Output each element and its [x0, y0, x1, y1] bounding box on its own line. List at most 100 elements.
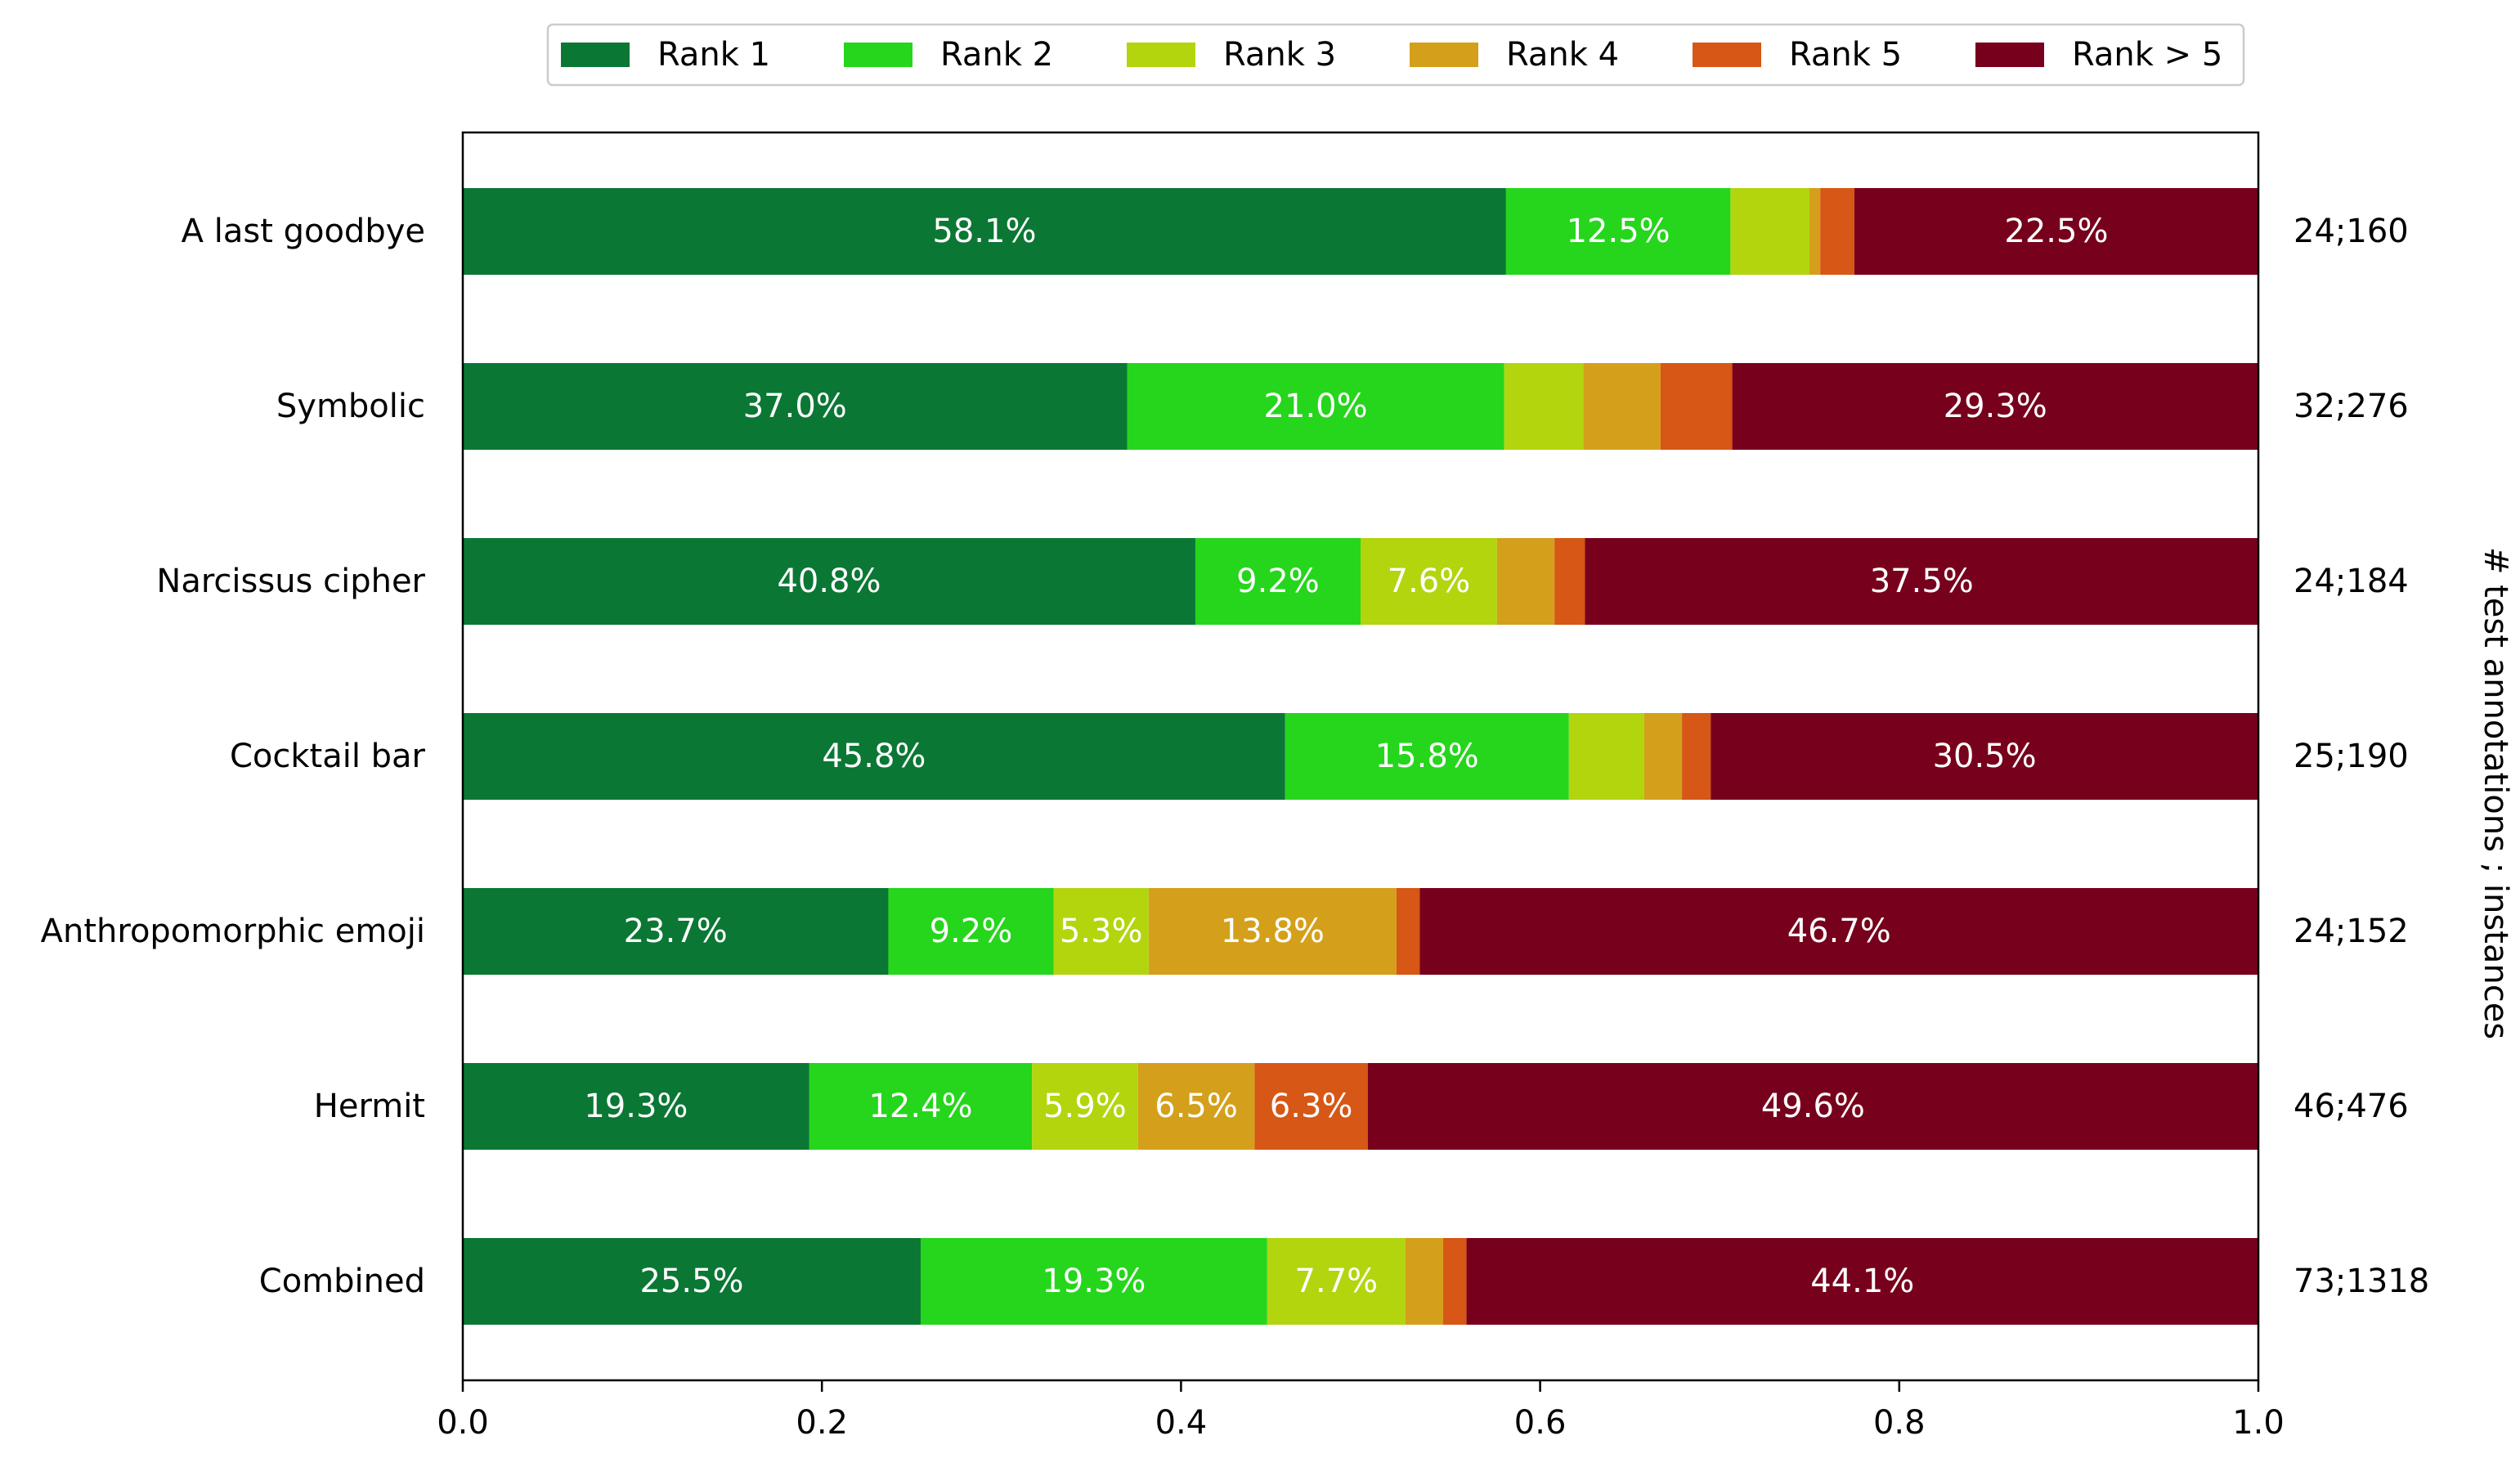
segment-label: 7.7% — [1295, 1263, 1379, 1300]
segment-label: 49.6% — [1761, 1088, 1865, 1125]
segment-label: 6.5% — [1155, 1088, 1238, 1125]
legend: Rank 1 Rank 2 Rank 3 Rank 4 Rank 5 Rank > 5 — [546, 23, 2245, 87]
bar-segment-1-1 — [463, 188, 1506, 275]
segment-label: 25.5% — [639, 1263, 743, 1300]
bar-segment-2-5 — [888, 888, 1054, 975]
bar-segment-5-3 — [1554, 538, 1585, 625]
segment-label: 29.3% — [1944, 388, 2047, 425]
segment-label: 37.5% — [1870, 563, 1974, 600]
bar-segment-2-3 — [1195, 538, 1361, 625]
bar-segment-5-2 — [1660, 363, 1733, 450]
category-label: A last goodbye — [182, 213, 425, 250]
bars — [463, 188, 2258, 1325]
right-label: 32;276 — [2294, 388, 2409, 425]
bar-segment-5-6 — [1254, 1063, 1368, 1150]
bar-segment-4-6 — [1137, 1063, 1255, 1150]
bar-segment-6-4 — [1711, 713, 2258, 800]
segment-label: 15.8% — [1375, 738, 1479, 775]
segment-label: 44.1% — [1810, 1263, 1914, 1300]
segment-label: 58.1% — [932, 213, 1036, 250]
bar-segment-3-3 — [1361, 538, 1497, 625]
segment-label: 45.8% — [822, 738, 926, 775]
bar-segment-4-7 — [1405, 1238, 1444, 1325]
bar-segment-5-5 — [1396, 888, 1420, 975]
segment-label: 23.7% — [624, 913, 728, 950]
legend-label: Rank 3 — [1223, 36, 1336, 74]
category-label: Narcissus cipher — [156, 563, 425, 600]
bar-segment-3-2 — [1504, 363, 1584, 450]
bar-segment-5-7 — [1443, 1238, 1467, 1325]
legend-swatch — [1127, 43, 1195, 67]
x-tick-label: 0.0 — [437, 1404, 489, 1442]
bar-segment-6-1 — [1854, 188, 2258, 275]
bar-segment-1-5 — [463, 888, 889, 975]
right-label: 25;190 — [2294, 738, 2409, 775]
bar-segment-3-4 — [1568, 713, 1644, 800]
legend-label: Rank 5 — [1789, 36, 1902, 74]
bar-segment-2-6 — [809, 1063, 1033, 1150]
right-labels: 24;160 32;276 24;184 25;190 24;152 46;476 73;1… — [2294, 213, 2429, 1300]
segment-label: 40.8% — [777, 563, 881, 600]
x-tick-label: 0.4 — [1155, 1404, 1208, 1442]
bar-segment-4-4 — [1643, 713, 1683, 800]
legend-label: Rank 1 — [657, 36, 770, 74]
segment-label: 19.3% — [584, 1088, 688, 1125]
bar-segment-1-4 — [463, 713, 1285, 800]
bar-segment-4-3 — [1496, 538, 1555, 625]
right-axis-title: # test annotations ; instances — [2477, 547, 2514, 1039]
bar-segment-2-7 — [920, 1238, 1267, 1325]
category-labels: A last goodbye Symbolic Narcissus cipher Co… — [41, 213, 426, 1300]
segment-label: 22.5% — [2004, 213, 2108, 250]
bar-segment-4-2 — [1583, 363, 1661, 450]
legend-frame — [546, 23, 2245, 87]
category-label: Cocktail bar — [230, 738, 426, 775]
bar-segment-1-6 — [463, 1063, 809, 1150]
legend-label: Rank 4 — [1506, 36, 1619, 74]
bar-segment-6-2 — [1732, 363, 2258, 450]
bar-segment-1-3 — [463, 538, 1195, 625]
legend-label: Rank 2 — [940, 36, 1053, 74]
bar-segment-5-1 — [1820, 188, 1854, 275]
legend-swatch — [1693, 43, 1761, 67]
right-label: 24;184 — [2294, 563, 2409, 600]
segment-label: 6.3% — [1270, 1088, 1353, 1125]
segment-label: 5.9% — [1043, 1088, 1127, 1125]
legend-swatch — [1975, 43, 2044, 67]
bar-segment-3-7 — [1267, 1238, 1406, 1325]
bar-segment-4-5 — [1148, 888, 1397, 975]
bar-segment-6-3 — [1585, 538, 2258, 625]
segment-label: 19.3% — [1042, 1263, 1146, 1300]
category-label: Symbolic — [276, 388, 425, 425]
bar-segment-1-2 — [463, 363, 1128, 450]
x-tick-label: 1.0 — [2232, 1404, 2285, 1442]
legend-swatch — [844, 43, 912, 67]
x-axis: 0.0 0.2 0.4 0.6 0.8 1.0 — [437, 1380, 2285, 1442]
bar-segment-5-4 — [1682, 713, 1711, 800]
category-label: Combined — [259, 1263, 425, 1300]
bar-segment-2-2 — [1127, 363, 1504, 450]
segment-labels: 58.1% 12.5% 22.5% 37.0% 21.0% 29.3% 40.8% 9.2% 7… — [584, 213, 2108, 1300]
segment-label: 7.6% — [1388, 563, 1471, 600]
x-tick-label: 0.2 — [796, 1404, 848, 1442]
bar-segment-3-5 — [1053, 888, 1149, 975]
segment-label: 12.4% — [868, 1088, 972, 1125]
bar-segment-1-7 — [463, 1238, 921, 1325]
bar-segment-2-1 — [1505, 188, 1731, 275]
bar-segment-3-1 — [1730, 188, 1809, 275]
legend-swatch — [561, 43, 630, 67]
bar-segment-6-5 — [1419, 888, 2258, 975]
segment-label: 13.8% — [1221, 913, 1325, 950]
bar-segment-6-6 — [1367, 1063, 2258, 1150]
right-label: 73;1318 — [2294, 1263, 2429, 1300]
right-label: 24;152 — [2294, 913, 2409, 950]
segment-label: 9.2% — [930, 913, 1013, 950]
bar-segment-6-7 — [1466, 1238, 2258, 1325]
segment-label: 12.5% — [1567, 213, 1670, 250]
bar-segment-3-6 — [1032, 1063, 1138, 1150]
segment-label: 5.3% — [1060, 913, 1143, 950]
segment-label: 37.0% — [743, 388, 847, 425]
bar-segment-4-1 — [1809, 188, 1821, 275]
segment-label: 9.2% — [1236, 563, 1320, 600]
right-label: 46;476 — [2294, 1088, 2409, 1125]
